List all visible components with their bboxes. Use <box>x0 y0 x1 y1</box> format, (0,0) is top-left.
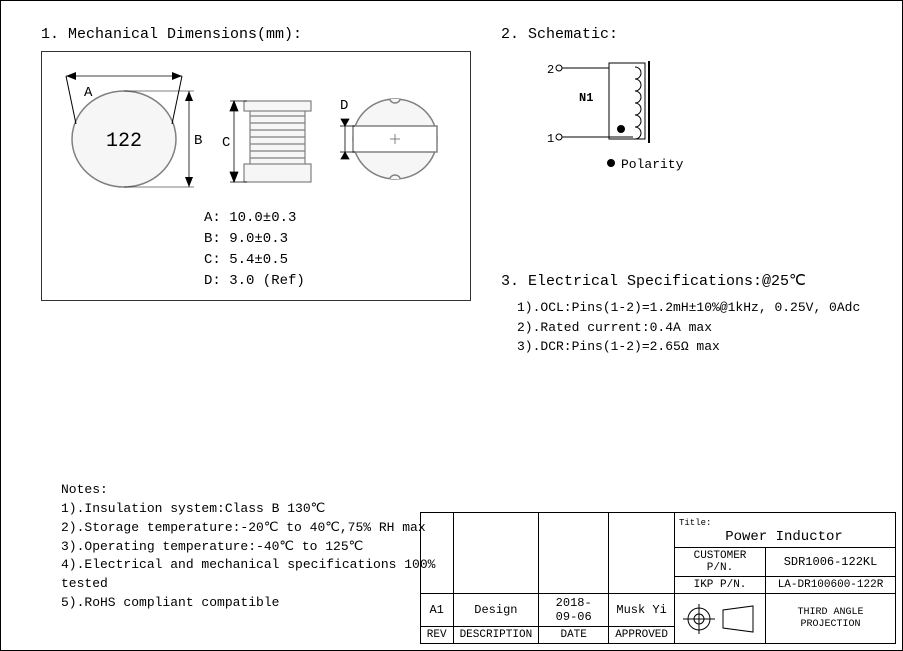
dim-C-label: C <box>222 135 230 151</box>
dim-B: B: 9.0±0.3 <box>204 229 458 250</box>
projection-label: THIRD ANGLE PROJECTION <box>766 594 896 644</box>
sideview-drawing: C <box>222 64 322 194</box>
note-2: 2).Storage temperature:-20℃ to 40℃,75% R… <box>61 519 451 538</box>
part-marking: 122 <box>106 130 142 153</box>
topview-drawing: A B 122 <box>54 64 204 194</box>
dim-B-label: B <box>194 133 202 149</box>
dim-D-label: D <box>340 98 348 114</box>
mechanical-dimensions-section: 1. Mechanical Dimensions(mm): <box>41 26 471 301</box>
electrical-line-3: 3).DCR:Pins(1-2)=2.65Ω max <box>517 337 891 357</box>
electrical-line-2: 2).Rated current:0.4A max <box>517 318 891 338</box>
approved-hdr: APPROVED <box>609 627 675 644</box>
electrical-spec-section: 3. Electrical Specifications:@25℃ 1).OCL… <box>501 271 891 357</box>
note-5: 5).RoHS compliant compatible <box>61 594 451 613</box>
notes-section: Notes: 1).Insulation system:Class B 130℃… <box>61 481 451 613</box>
dim-C: C: 5.4±0.5 <box>204 250 458 271</box>
electrical-title: 3. Electrical Specifications:@25℃ <box>501 271 891 290</box>
desc-value: Design <box>453 594 539 627</box>
electrical-line-1: 1).OCL:Pins(1-2)=1.2mH±10%@1kHz, 0.25V, … <box>517 298 891 318</box>
bottomview-drawing: D <box>340 64 440 194</box>
mechanical-title: 1. Mechanical Dimensions(mm): <box>41 26 471 43</box>
title-block: Title: Power Inductor CUSTOMER P/N. SDR1… <box>420 512 896 644</box>
winding-label: N1 <box>579 91 593 105</box>
mechanical-drawing-box: A B 122 <box>41 51 471 301</box>
date-value: 2018-09-06 <box>539 594 609 627</box>
title-value: Power Inductor <box>679 529 889 545</box>
note-1: 1).Insulation system:Class B 130℃ <box>61 500 451 519</box>
schematic-figure: 2 1 N1 Polarity <box>541 53 871 193</box>
desc-hdr: DESCRIPTION <box>453 627 539 644</box>
rev-value: A1 <box>420 594 453 627</box>
polarity-label: Polarity <box>621 157 684 172</box>
dim-D: D: 3.0 (Ref) <box>204 271 458 292</box>
schematic-title: 2. Schematic: <box>501 26 871 43</box>
notes-heading: Notes: <box>61 481 451 500</box>
title-block-table: Title: Power Inductor CUSTOMER P/N. SDR1… <box>420 512 896 644</box>
approved-value: Musk Yi <box>609 594 675 627</box>
customer-pn-label: CUSTOMER P/N. <box>675 548 766 577</box>
note-3: 3).Operating temperature:-40℃ to 125℃ <box>61 538 451 557</box>
pin2-label: 2 <box>547 63 554 77</box>
rev-hdr: REV <box>420 627 453 644</box>
title-label: Title: <box>679 518 711 528</box>
ikp-pn: LA-DR100600-122R <box>766 577 896 594</box>
dimension-list: A: 10.0±0.3 B: 9.0±0.3 C: 5.4±0.5 D: 3.0… <box>204 208 458 292</box>
projection-icon <box>681 602 759 636</box>
customer-pn: SDR1006-122KL <box>766 548 896 577</box>
schematic-section: 2. Schematic: 2 1 N1 Polari <box>501 26 871 193</box>
dim-A-label: A <box>84 85 93 101</box>
ikp-pn-label: IKP P/N. <box>675 577 766 594</box>
note-4: 4).Electrical and mechanical specificati… <box>61 556 451 594</box>
pin1-label: 1 <box>547 132 554 146</box>
dim-A: A: 10.0±0.3 <box>204 208 458 229</box>
mechanical-drawings: A B 122 <box>54 64 458 194</box>
date-hdr: DATE <box>539 627 609 644</box>
